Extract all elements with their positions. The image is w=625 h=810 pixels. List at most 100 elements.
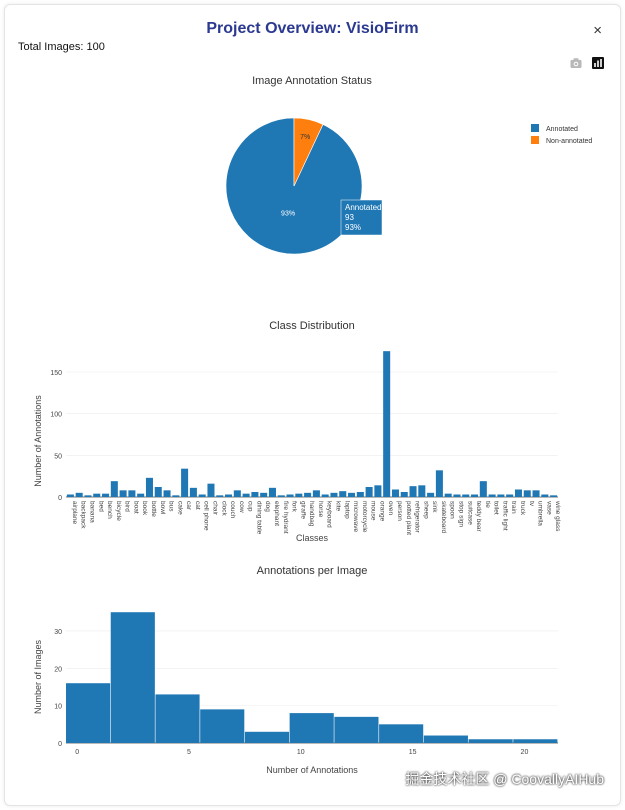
bar-spoon[interactable] [444, 493, 452, 497]
bar-ylabel: Number of Annotations [33, 395, 43, 487]
bar-bird[interactable] [119, 490, 127, 497]
hist-bin[interactable] [200, 709, 245, 743]
bar-bicycle[interactable] [110, 481, 118, 497]
hist-bin[interactable] [513, 739, 558, 743]
legend-label[interactable]: Annotated [546, 126, 578, 133]
legend-swatch[interactable] [531, 124, 539, 132]
bar-traffic-light[interactable] [497, 494, 505, 498]
bar-cat[interactable] [189, 487, 197, 497]
hist-bin[interactable] [66, 683, 111, 743]
bar-vase[interactable] [541, 494, 549, 498]
legend-swatch[interactable] [531, 136, 539, 144]
bar-orange[interactable] [374, 485, 382, 497]
bar-xtick-label: bottle [150, 501, 157, 517]
bar-kite[interactable] [330, 492, 338, 497]
bar-truck[interactable] [514, 489, 522, 498]
bar-suitcase[interactable] [462, 494, 470, 498]
bar-motorcycle[interactable] [356, 492, 364, 497]
bar-cow[interactable] [233, 490, 241, 497]
bar-bench[interactable] [102, 493, 110, 497]
pie-slice-non-annotated[interactable] [293, 117, 324, 187]
hist-bin[interactable] [334, 716, 379, 743]
bar-sheep[interactable] [418, 485, 426, 497]
bar-cup[interactable] [242, 493, 250, 497]
bar-xtick-label: microwave [352, 501, 359, 532]
hist-bin[interactable] [468, 739, 513, 743]
bar-xtick-label: spoon [449, 501, 456, 519]
bar-xtick-label: suitcase [466, 501, 473, 525]
bar-fire-hydrant[interactable] [277, 495, 285, 497]
bar-couch[interactable] [225, 494, 233, 498]
bar-microwave[interactable] [348, 492, 356, 497]
bar-bottle[interactable] [145, 477, 153, 497]
bar-ytick-label: 0 [58, 495, 62, 502]
bar-mouse[interactable] [365, 487, 373, 497]
bar-bowl[interactable] [154, 487, 162, 497]
bar-xtick-label: book [141, 501, 148, 516]
bar-laptop[interactable] [339, 491, 347, 497]
hist-bin[interactable] [155, 694, 200, 743]
hist-bin[interactable] [379, 724, 424, 743]
bar-umbrella[interactable] [532, 490, 540, 497]
hist-ytick-label: 10 [54, 704, 62, 711]
bar-dog[interactable] [260, 492, 268, 497]
bar-elephant[interactable] [268, 487, 276, 497]
bar-ytick-label: 100 [50, 412, 62, 419]
bar-keyboard[interactable] [321, 494, 329, 498]
hist-bin[interactable] [244, 731, 290, 743]
hist-bin[interactable] [110, 612, 155, 743]
close-icon[interactable]: × [593, 22, 602, 39]
bar-cake[interactable] [172, 495, 180, 497]
bar-xtick-label: bench [106, 501, 113, 519]
hist-bin[interactable] [289, 713, 334, 743]
bar-car[interactable] [181, 468, 189, 497]
bar-xtick-label: orange [378, 501, 385, 522]
bar-cell-phone[interactable] [198, 494, 206, 498]
bar-train[interactable] [506, 494, 514, 498]
bar-boat[interactable] [128, 490, 136, 497]
legend-label[interactable]: Non-annotated [546, 138, 592, 145]
bar-horse[interactable] [312, 490, 320, 497]
bar-potted-plant[interactable] [400, 492, 408, 497]
bar-banana[interactable] [84, 495, 92, 497]
hover-label: Annotated [345, 203, 381, 212]
bar-xtick-label: toilet [493, 501, 500, 515]
bar-xtick-label: bowl [159, 501, 166, 515]
bar-skateboard[interactable] [435, 470, 443, 497]
bar-refrigerator[interactable] [409, 486, 417, 497]
bar-clock[interactable] [216, 495, 224, 497]
bar-oven[interactable] [383, 351, 391, 497]
bar-xtick-label: wine glass [554, 500, 561, 532]
bar-wine-glass[interactable] [550, 495, 558, 497]
bar-chair[interactable] [207, 483, 215, 497]
camera-icon[interactable] [570, 57, 582, 69]
bar-dining-table[interactable] [251, 492, 259, 497]
hist-xtick-label: 20 [521, 749, 529, 756]
bar-giraffe[interactable] [295, 493, 303, 497]
bar-bed[interactable] [93, 493, 101, 497]
bar-toilet[interactable] [488, 494, 496, 498]
bar-fork[interactable] [286, 494, 294, 498]
bar-handbag[interactable] [304, 492, 312, 497]
bar-airplane[interactable] [66, 494, 74, 498]
total-images-label: Total Images: 100 [18, 41, 105, 53]
bar-stop-sign[interactable] [453, 494, 461, 498]
bar-tv[interactable] [523, 490, 531, 497]
hist-ytick-label: 0 [58, 741, 62, 748]
class-distribution-bar-chart: Class Distribution 0 50 100 150 airplane bac… [33, 320, 561, 543]
bar-teddy-bear[interactable] [471, 494, 479, 498]
bar-book[interactable] [137, 493, 145, 497]
bar-person[interactable] [391, 489, 399, 498]
bar-bus[interactable] [163, 490, 171, 497]
hist-xtick-label: 15 [409, 749, 417, 756]
bar-xtick-label: train [510, 501, 517, 514]
pie-title: Image Annotation Status [252, 75, 372, 87]
bar-xtick-label: dining table [255, 501, 262, 535]
bar-tie[interactable] [479, 481, 487, 497]
bar-chart-icon[interactable] [592, 57, 604, 69]
bar-sink[interactable] [427, 492, 435, 497]
bar-xtick-label: banana [88, 501, 95, 523]
hist-ylabel: Number of Images [33, 639, 43, 714]
hist-bin[interactable] [423, 735, 468, 743]
bar-backpack[interactable] [75, 492, 83, 497]
